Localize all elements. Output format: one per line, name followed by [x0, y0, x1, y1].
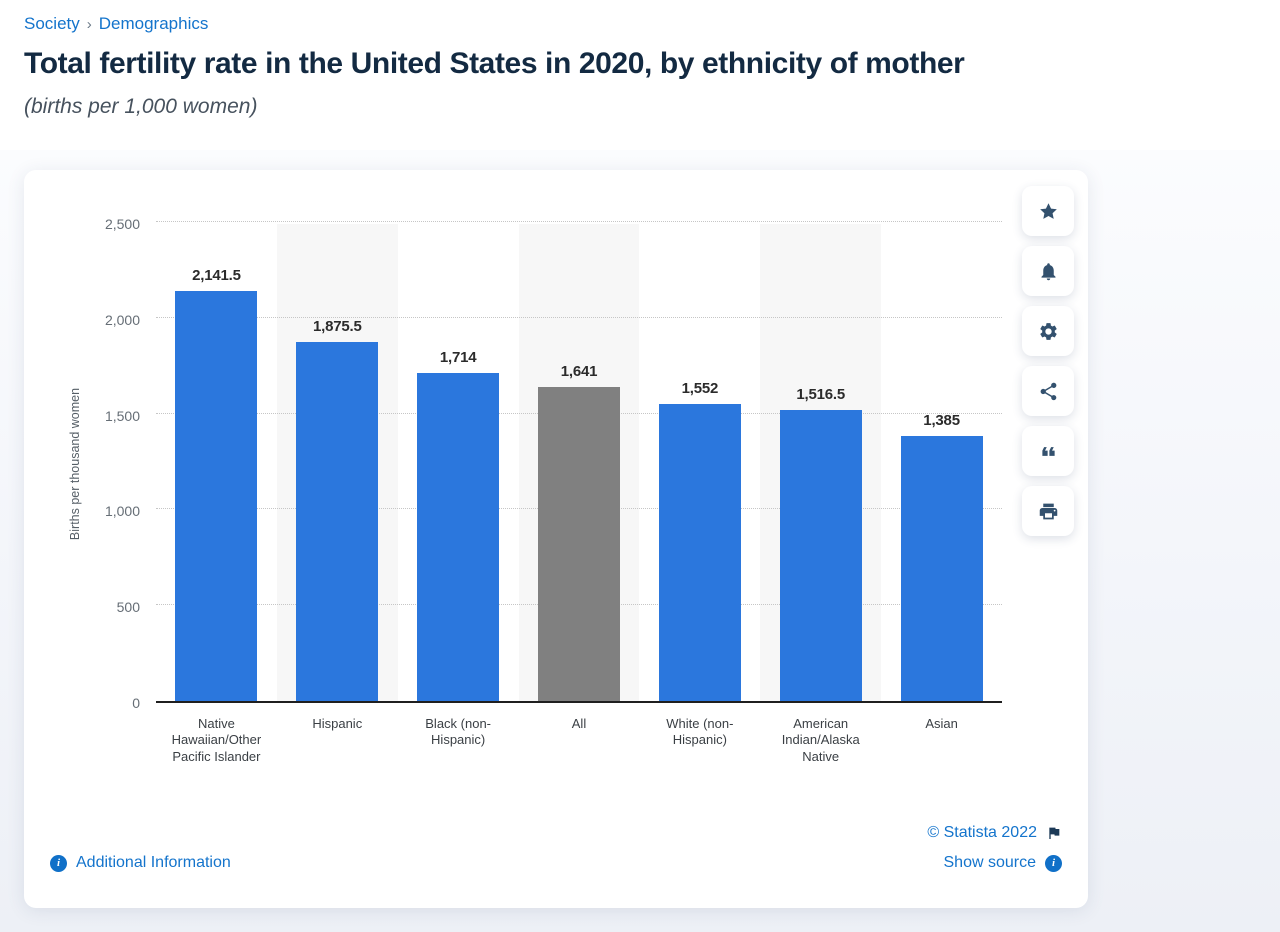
x-axis-category-label: All [571, 716, 587, 731]
bar-white-non-hispanic[interactable]: 1,552 [658, 380, 741, 701]
chart-column: 1,516.5 [760, 224, 882, 701]
report-flag-button[interactable] [1046, 825, 1062, 841]
x-axis-category-label: Hispanic [312, 716, 363, 731]
bar-value-label: 1,385 [923, 411, 960, 429]
x-axis-category-label: White (non-Hispanic) [666, 716, 734, 748]
bar-all[interactable]: 1,641 [538, 363, 620, 701]
y-axis-tick-label: 1,500 [104, 407, 140, 424]
info-icon: i [50, 854, 67, 872]
y-axis-tick-label: 2,500 [104, 216, 140, 232]
bar-value-label: 1,875.5 [312, 317, 362, 335]
bar-value-label: 2,141.5 [192, 266, 241, 284]
star-icon [1039, 202, 1057, 219]
y-axis-title: Births per thousand women [68, 387, 82, 540]
x-axis-labels: Native Hawaiian/Other Pacific Islander Hi… [156, 703, 1002, 765]
page-header: Society › Demographics Total fertility rat… [24, 14, 1264, 119]
quote-icon [1041, 446, 1055, 456]
x-axis-category-label: Black (non-Hispanic) [425, 716, 492, 748]
bar-chart: Births per thousand women 0 500 1,000 1,500… [24, 216, 1002, 765]
bar-black-non-hispanic[interactable]: 1,714 [417, 349, 500, 701]
bar-asian[interactable]: 1,385 [900, 412, 983, 701]
info-icon: i [1045, 854, 1062, 872]
show-source-label: Show source [943, 854, 1037, 871]
flag-icon [1049, 827, 1060, 839]
breadcrumb-separator-icon: › [86, 16, 92, 33]
chart-column: 1,385 [881, 224, 1002, 701]
toolbar-button-favorite[interactable] [1022, 186, 1074, 236]
y-axis: Births per thousand women 0 500 1,000 1,500… [24, 216, 156, 711]
breadcrumb-link-society[interactable]: Society [24, 14, 80, 33]
printer-icon [1039, 503, 1057, 519]
toolbar-button-print[interactable] [1022, 486, 1074, 536]
bell-icon [1041, 262, 1055, 280]
page-subtitle: (births per 1,000 women) [24, 95, 258, 118]
y-axis-tick-label: 500 [116, 599, 140, 616]
bar-value-label: 1,714 [439, 348, 477, 366]
bar-value-label: 1,641 [560, 362, 598, 380]
y-axis-tick-label: 1,000 [104, 503, 140, 520]
chart-toolbar [1022, 186, 1074, 546]
gridline [156, 221, 1002, 222]
x-axis-category-label: Asian [925, 716, 958, 731]
y-axis-tick-label: 2,000 [104, 311, 140, 328]
chart-card: Births per thousand women 0 500 1,000 1,500… [24, 170, 1088, 908]
x-axis-category-label: Native Hawaiian/Other Pacific Islander [171, 716, 262, 764]
bar-american-indian-alaska-native[interactable]: 1,516.5 [779, 386, 862, 701]
toolbar-button-alert[interactable] [1022, 246, 1074, 296]
toolbar-button-settings[interactable] [1022, 306, 1074, 356]
show-source-link[interactable]: Show source i [943, 854, 1062, 872]
card-footer-right: © Statista 2022 Show source i [927, 824, 1062, 872]
y-axis-tick-label: 0 [132, 695, 140, 711]
toolbar-button-cite[interactable] [1022, 426, 1074, 476]
additional-information-link[interactable]: i Additional Information [50, 854, 231, 872]
x-axis-category-label: American Indian/Alaska Native [781, 716, 860, 764]
chart-column: 1,641 [518, 224, 640, 701]
gear-icon [1039, 322, 1057, 340]
chart-column: 1,552 [639, 224, 760, 701]
toolbar-button-share[interactable] [1022, 366, 1074, 416]
statista-copyright-link[interactable]: © Statista 2022 [927, 824, 1037, 841]
breadcrumb-link-demographics[interactable]: Demographics [98, 14, 209, 33]
page-title: Total fertility rate in the United State… [24, 47, 965, 80]
chart-column: 1,875.5 [276, 224, 398, 701]
bar-hispanic[interactable]: 1,875.5 [296, 318, 379, 701]
plot-area: 2,141.5 1,875.5 1,714 1,641 1,552 1,516.5 1,38… [156, 221, 1002, 703]
breadcrumb: Society › Demographics [24, 14, 1264, 34]
share-icon [1040, 382, 1056, 400]
chart-column: 2,141.5 [156, 224, 277, 701]
bar-value-label: 1,552 [681, 379, 719, 397]
bar-native-hawaiian-other-pacific-islander[interactable]: 2,141.5 [175, 267, 258, 701]
additional-information-label: Additional Information [76, 854, 231, 871]
bar-value-label: 1,516.5 [796, 386, 846, 404]
chart-column: 1,714 [398, 224, 519, 701]
gridline [156, 316, 1002, 318]
